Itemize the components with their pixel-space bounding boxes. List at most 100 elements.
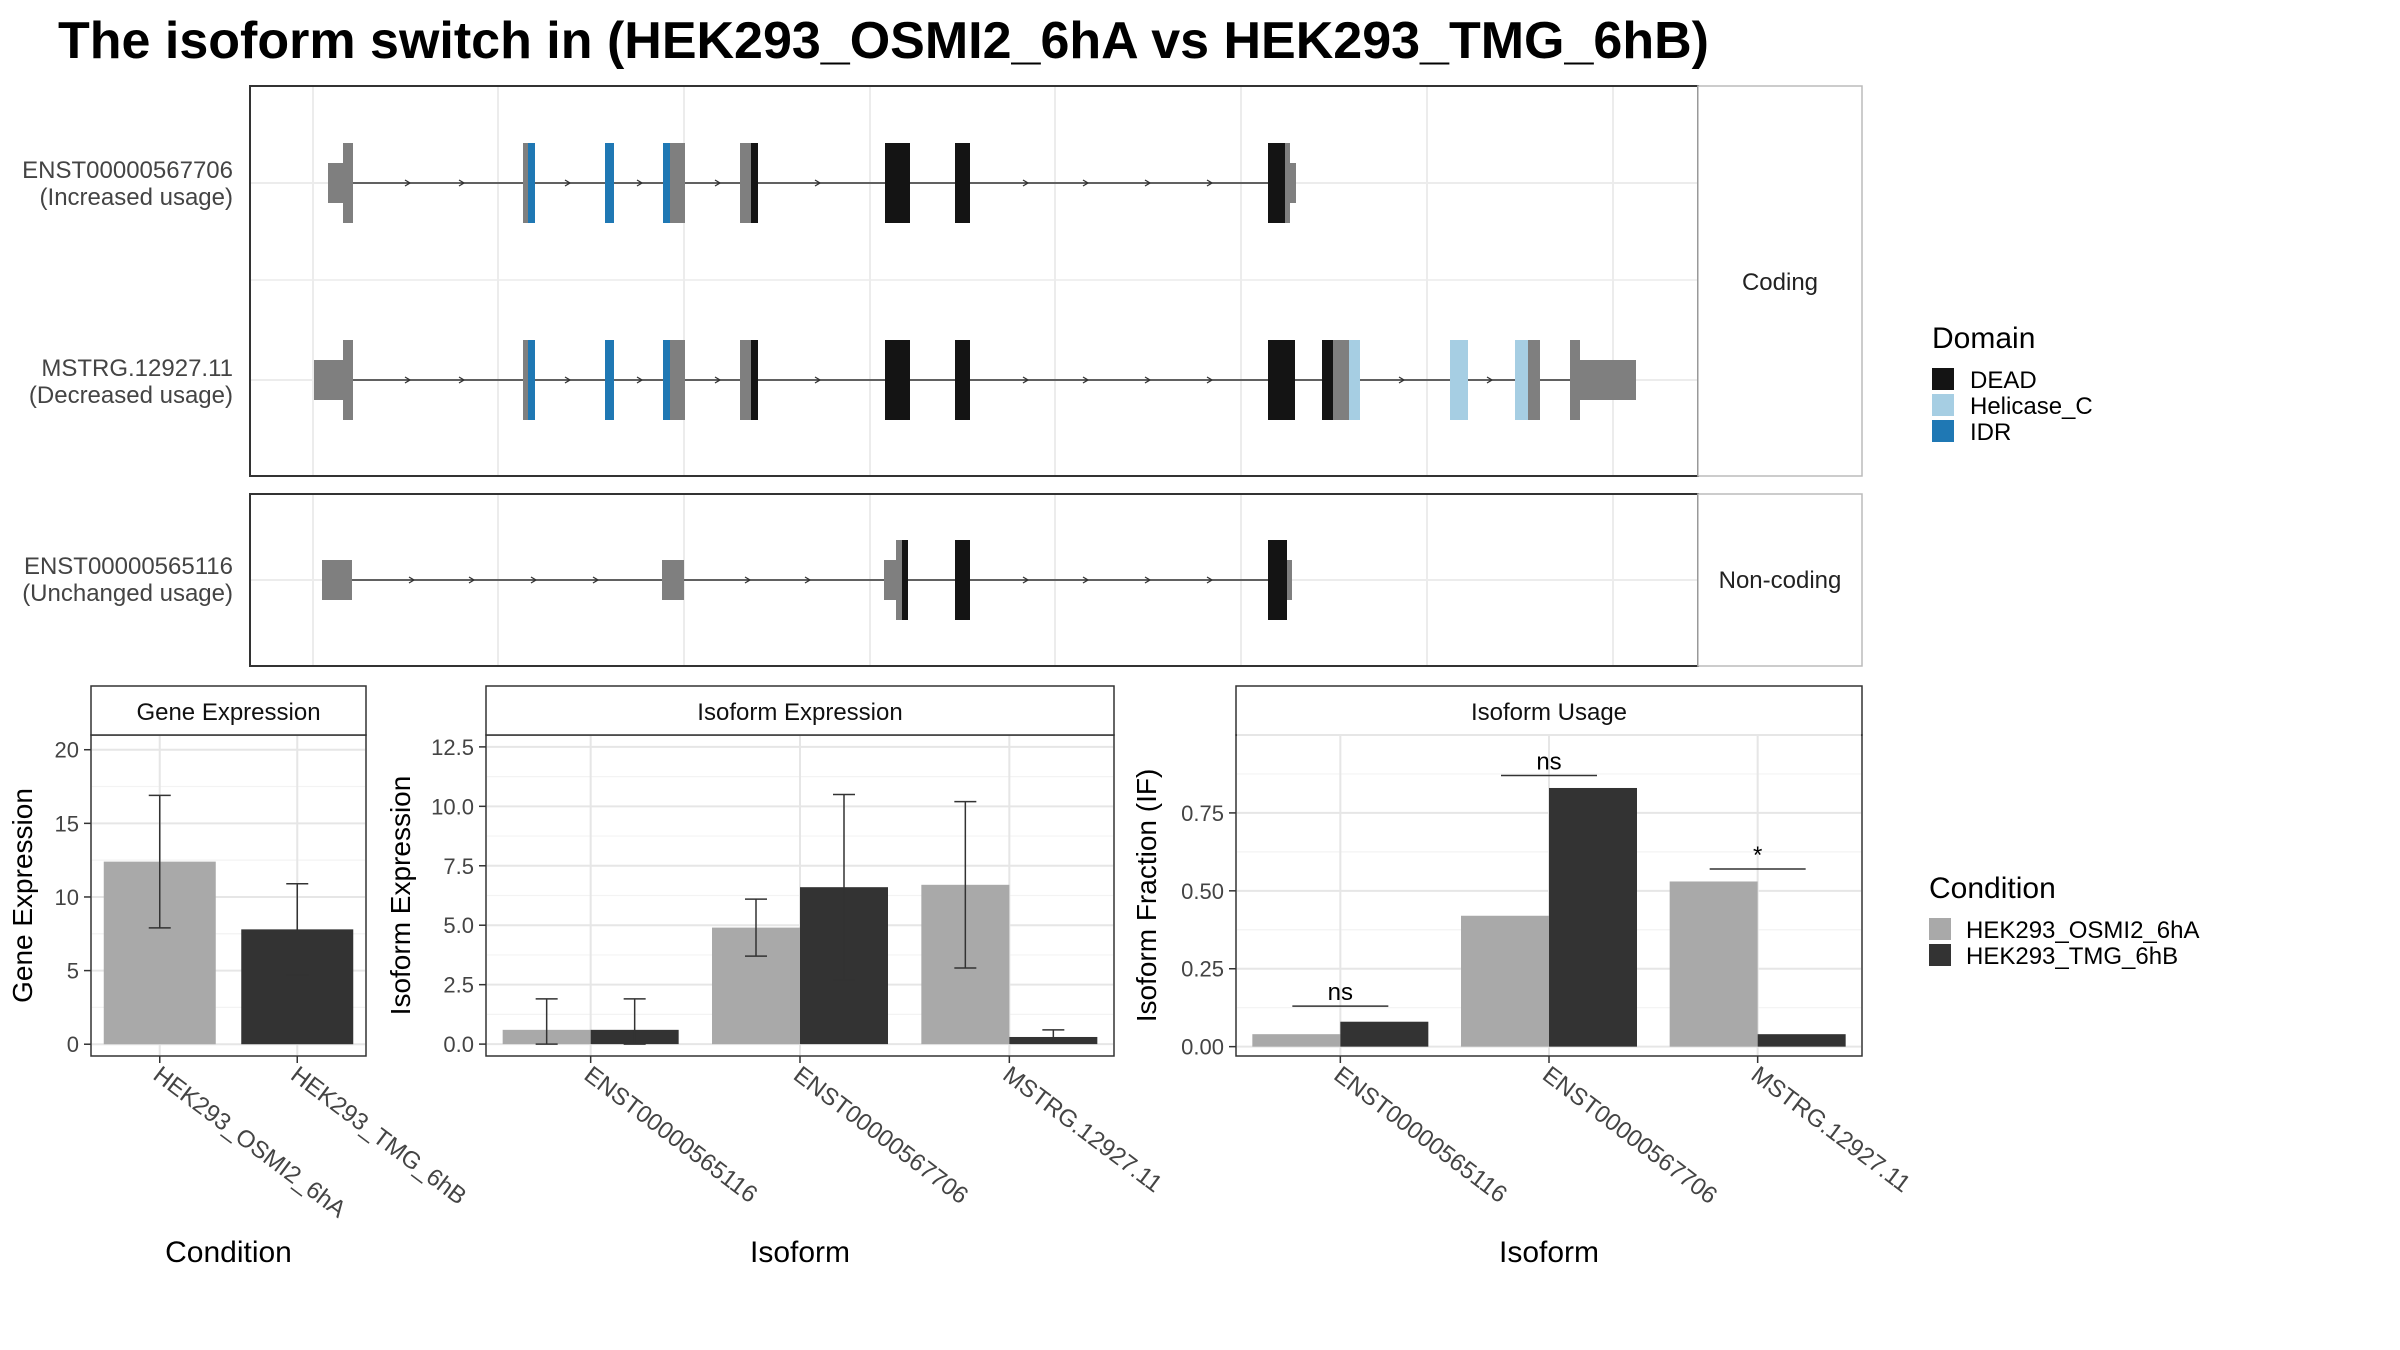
transcript-tracks	[314, 143, 1636, 620]
strand-arrow	[1206, 376, 1214, 384]
coding-strip	[1697, 85, 1863, 477]
exon-segment	[955, 340, 970, 420]
exon-segment	[662, 560, 684, 600]
y-tick-label: 15	[55, 811, 79, 836]
panel-title: Gene Expression	[136, 699, 320, 726]
exon-segment	[885, 143, 910, 223]
exon-segment	[896, 540, 902, 620]
legend-swatch-idr	[1932, 420, 1954, 442]
exon-segment	[1290, 163, 1296, 203]
exon-segment	[1580, 360, 1636, 400]
strand-arrow	[1082, 576, 1090, 584]
exon-segment	[1333, 340, 1349, 420]
exon-segment	[1450, 340, 1468, 420]
bar	[1252, 1034, 1341, 1047]
strand-arrow	[1082, 179, 1090, 187]
exon-segment	[1285, 143, 1290, 223]
strand-arrow	[564, 376, 572, 384]
noncoding-strip-label: Non-coding	[1719, 567, 1842, 594]
strand-arrow	[592, 576, 600, 584]
exon-segment	[740, 143, 751, 223]
domain-legend-title: Domain	[1932, 322, 2035, 355]
exon-segment	[528, 143, 535, 223]
y-tick-label: 5	[67, 959, 79, 984]
strand-arrow	[564, 179, 572, 187]
y-tick-label: 0.75	[1181, 801, 1224, 826]
exon-segment	[328, 163, 343, 203]
exon-segment	[670, 143, 685, 223]
track-mstrg	[314, 340, 1636, 420]
exon-segment	[955, 143, 970, 223]
exon-segment	[1515, 340, 1528, 420]
exon-segment	[1268, 340, 1295, 420]
strand-arrow	[1398, 376, 1406, 384]
y-axis-label: Gene Expression	[7, 788, 38, 1003]
strand-arrow	[804, 576, 812, 584]
exon-segment	[955, 540, 970, 620]
exon-segment	[751, 340, 758, 420]
exon-segment	[528, 340, 535, 420]
bar	[1757, 1034, 1846, 1047]
y-tick-label: 0.0	[443, 1032, 474, 1057]
condition-legend: Condition HEK293_OSMI2_6hA HEK293_TMG_6h…	[1929, 872, 2199, 970]
exon-segment	[605, 340, 614, 420]
exon-segment	[343, 143, 353, 223]
isoform-usage-enst567706: (Increased usage)	[40, 184, 233, 211]
x-tick-label: ENST00000565116	[1329, 1061, 1512, 1208]
y-axis-label: Isoform Expression	[385, 776, 416, 1016]
exon-segment	[884, 560, 896, 600]
legend-swatch-tmg	[1929, 944, 1951, 966]
x-tick-label: MSTRG.12927.11	[998, 1061, 1167, 1198]
exon-segment	[1349, 340, 1360, 420]
x-axis-label: Isoform	[750, 1236, 850, 1269]
exon-segment	[343, 340, 353, 420]
exon-segment	[902, 540, 908, 620]
bar	[1669, 881, 1758, 1047]
y-axis-label: Isoform Fraction (IF)	[1131, 769, 1162, 1023]
track-enst565116	[322, 540, 1292, 620]
y-tick-label: 2.5	[443, 973, 474, 998]
legend-swatch-osmi2	[1929, 918, 1951, 940]
significance-label: *	[1753, 842, 1762, 869]
strand-arrow	[458, 376, 466, 384]
isoform-usage-enst565116: (Unchanged usage)	[22, 580, 233, 607]
x-tick-label: ENST00000565116	[579, 1061, 762, 1208]
noncoding-strip	[1697, 493, 1863, 667]
legend-label-dead: DEAD	[1970, 367, 2037, 394]
significance-label: ns	[1328, 979, 1353, 1006]
y-tick-label: 7.5	[443, 854, 474, 879]
exon-segment	[751, 143, 758, 223]
strand-arrow	[458, 179, 466, 187]
exon-segment	[740, 340, 751, 420]
exon-segment	[1528, 340, 1540, 420]
x-axis-label: Condition	[165, 1236, 292, 1269]
exon-segment	[322, 560, 352, 600]
isoform-usage-mstrg: (Decreased usage)	[29, 382, 233, 409]
condition-legend-title: Condition	[1929, 872, 2056, 905]
legend-swatch-helicase	[1932, 394, 1954, 416]
strand-arrow	[468, 576, 476, 584]
strand-arrow	[408, 576, 416, 584]
legend-label-idr: IDR	[1970, 419, 2011, 446]
strand-arrow	[1022, 376, 1030, 384]
isoform-label-enst567706: ENST00000567706	[22, 157, 233, 184]
strand-arrow	[530, 576, 538, 584]
strand-arrow	[714, 376, 722, 384]
strand-arrow	[1144, 179, 1152, 187]
exon-segment	[605, 143, 614, 223]
x-axis-label: Isoform	[1499, 1236, 1599, 1269]
gene-expression-chart: Gene Expression 0 5 10 15 20 Gene Expression Co…	[7, 685, 471, 1269]
legend-label-osmi2: HEK293_OSMI2_6hA	[1966, 917, 2199, 944]
bar	[1340, 1021, 1429, 1047]
exon-segment	[1322, 340, 1333, 420]
x-tick-label: MSTRG.12927.11	[1746, 1061, 1915, 1198]
legend-label-tmg: HEK293_TMG_6hB	[1966, 943, 2178, 970]
strand-arrow	[814, 376, 822, 384]
exon-segment	[1268, 540, 1287, 620]
strand-arrow	[404, 179, 412, 187]
exon-segment	[523, 143, 528, 223]
strand-arrow	[714, 179, 722, 187]
y-tick-label: 12.5	[431, 735, 474, 760]
panel-title: Isoform Expression	[697, 699, 902, 726]
